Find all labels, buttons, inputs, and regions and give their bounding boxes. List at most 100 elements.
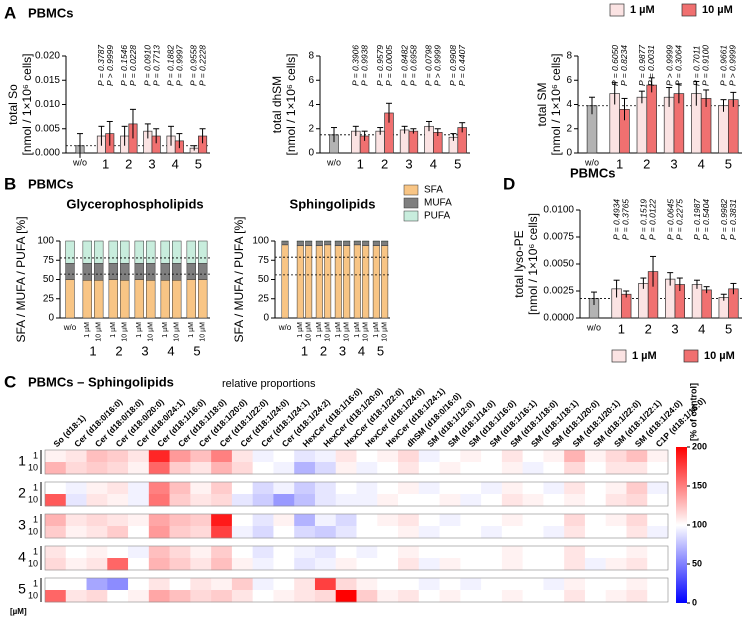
x-tick-label: 3 — [148, 156, 155, 171]
x-tick-label: 10 µM — [122, 322, 129, 342]
heatmap-cell — [335, 462, 357, 475]
heatmap-cell — [273, 578, 295, 591]
heatmap-cell — [605, 558, 627, 571]
x-tick-label: 10 µM — [325, 322, 332, 342]
p-value: P = 0.3064 — [673, 45, 683, 86]
legend-label: 10 µM — [704, 350, 735, 362]
heatmap-cell — [481, 514, 503, 527]
bar-segment — [315, 240, 323, 243]
heatmap-cell — [584, 526, 606, 539]
heatmap-cell — [605, 578, 627, 591]
x-tick-label: 1 µM — [84, 322, 91, 338]
heatmap-cell — [398, 462, 420, 475]
heatmap-cell — [273, 558, 295, 571]
heatmap-cell — [543, 558, 565, 571]
x-tick-label: 5 — [454, 156, 461, 171]
p-value: P = 0.0798 — [424, 45, 434, 86]
heatmap-cell — [65, 590, 87, 603]
chart-subtitle: relative proportions — [222, 378, 316, 390]
heatmap-cell — [626, 514, 648, 527]
heatmap-cell — [190, 558, 212, 571]
row-label: 1 — [33, 514, 38, 524]
heatmap-cell — [460, 526, 482, 539]
y-tick-label: 0 — [263, 313, 269, 324]
y-tick-label: 0.005 — [35, 123, 60, 134]
bar-segment — [315, 241, 323, 246]
group-label: 2 — [115, 343, 122, 358]
bar — [636, 96, 648, 154]
heatmap-cell — [252, 462, 274, 475]
heatmap-cell — [335, 590, 357, 603]
x-tick-label: 3 — [671, 321, 678, 336]
bar-segment — [82, 280, 92, 319]
heatmap-cell — [314, 526, 337, 539]
y-tick-label: 0.000 — [35, 148, 60, 159]
heatmap-cell — [148, 482, 170, 495]
heatmap-cell — [86, 558, 108, 571]
y-axis-label: total So — [6, 84, 20, 125]
heatmap-cell — [522, 590, 544, 603]
bar-segment — [296, 241, 304, 246]
x-tick-label: 1 µM — [354, 322, 361, 338]
y-tick-label: 0.020 — [35, 51, 60, 62]
heatmap-cell — [481, 494, 503, 507]
heatmap-cell — [418, 578, 440, 591]
bar-segment — [353, 241, 361, 246]
heatmap-cell — [190, 526, 212, 539]
heatmap-cell — [86, 578, 108, 591]
heatmap-cell — [356, 578, 378, 591]
group-label: 3 — [141, 343, 148, 358]
heatmap-cell — [294, 450, 316, 463]
heatmap-cell — [522, 546, 544, 559]
heatmap-cell — [273, 546, 295, 559]
legend-swatch — [609, 3, 625, 17]
p-value: P = 0.9558 — [189, 45, 199, 86]
heatmap-cell — [211, 526, 233, 539]
x-tick-label: 4 — [430, 156, 437, 171]
y-tick-label: 0.010 — [35, 99, 60, 110]
heatmap-cell — [626, 590, 648, 603]
bar-segment — [65, 279, 75, 319]
heatmap-cell — [86, 450, 108, 463]
bar-segment — [186, 279, 196, 319]
x-tick-label: 1 µM — [136, 322, 143, 338]
x-tick-label: 3 — [670, 156, 677, 171]
heatmap-cell — [335, 450, 357, 463]
heatmap-cell — [584, 482, 606, 495]
heatmap-cell — [501, 578, 523, 591]
heatmap-cell — [252, 494, 274, 507]
heatmap-cell — [522, 514, 544, 527]
heatmap-cell — [107, 526, 129, 539]
heatmap-cell — [481, 462, 503, 475]
legend-label: SFA — [424, 185, 443, 196]
bar-segment — [146, 263, 156, 281]
row-label: 10 — [28, 462, 38, 472]
heatmap-cell — [481, 450, 503, 463]
row-label: 10 — [28, 494, 38, 504]
heatmap-cell — [460, 462, 482, 475]
heatmap-cell — [481, 546, 503, 559]
heatmap-cell — [584, 514, 606, 527]
heatmap-cell — [501, 546, 523, 559]
bar — [621, 293, 632, 319]
heatmap-cell — [231, 514, 253, 527]
heatmap-cell — [107, 558, 129, 571]
colorbar-tick-label: 100 — [692, 519, 707, 529]
heatmap-cell — [564, 462, 586, 475]
bar-segment — [134, 263, 144, 280]
group-label: 2 — [320, 343, 327, 358]
heatmap-cell — [65, 482, 87, 495]
p-value: P = 0.4407 — [457, 45, 467, 86]
x-tick-label: w/o — [63, 323, 77, 332]
heatmap-cell — [418, 494, 440, 507]
heatmap-cell — [190, 578, 212, 591]
heatmap-cell — [65, 494, 87, 507]
heatmap-cell — [65, 514, 87, 527]
bar-segment — [334, 241, 342, 246]
legend-swatch — [403, 210, 419, 222]
heatmap-cell — [314, 590, 337, 603]
heatmap-cell — [107, 546, 129, 559]
p-value: P = 0.8234 — [619, 45, 629, 86]
panel-letter: B — [4, 174, 16, 193]
